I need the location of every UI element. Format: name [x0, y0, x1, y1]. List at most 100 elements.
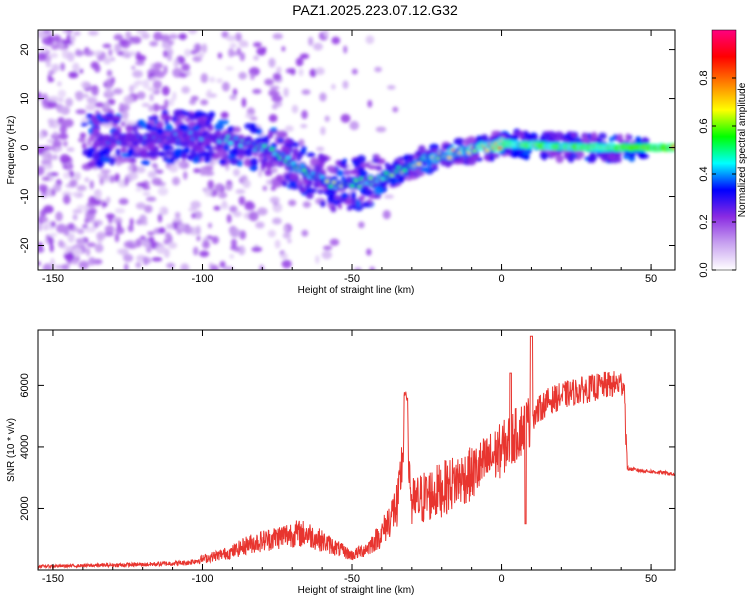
- spectrogram-noise-cell: [183, 171, 188, 180]
- snr-ytick-label: 6000: [19, 373, 31, 397]
- spectrogram-ridge-halo: [563, 133, 572, 140]
- spectrogram-ridge-halo: [92, 151, 101, 161]
- spectrogram-noise-cell: [207, 222, 213, 229]
- spectrogram-noise-cell: [291, 104, 299, 114]
- spectrogram-noise-cell: [45, 61, 52, 68]
- spectrogram-marks: [38, 30, 675, 270]
- spectrogram-ytick-label: 20: [19, 43, 31, 55]
- spectrogram-noise-cell: [101, 202, 108, 207]
- spectrogram-ridge-halo: [217, 149, 227, 158]
- snr-xtick-label: 0: [498, 573, 504, 585]
- spectrogram-ridge-halo: [330, 205, 337, 213]
- spectrogram-noise-cell: [322, 245, 333, 251]
- spectrogram-noise-cell: [164, 35, 171, 42]
- spectrogram-noise-cell: [153, 62, 163, 70]
- colorbar-tick-label: 0.6: [698, 118, 710, 133]
- spectrogram-noise-cell: [197, 52, 205, 58]
- spectrogram-ridge-halo: [170, 155, 175, 165]
- colorbar-tick-label: 0.8: [698, 70, 710, 85]
- spectrogram-noise-cell: [195, 43, 200, 53]
- spectrogram-noise-cell: [230, 238, 237, 248]
- spectrogram-noise-cell: [116, 221, 122, 230]
- spectrogram-ridge-halo: [218, 159, 227, 165]
- spectrogram-noise-cell: [58, 239, 64, 248]
- spectrogram-ridge-halo: [305, 188, 313, 193]
- spectrogram-ridge-halo: [201, 152, 211, 157]
- spectrogram-noise-cell: [358, 221, 365, 229]
- spectrogram-noise-cell: [75, 256, 80, 262]
- spectrogram-noise-cell: [62, 194, 71, 205]
- spectrogram-noise-cell: [85, 103, 96, 111]
- spectrogram-ridge-halo: [120, 148, 126, 153]
- spectrogram-noise-cell: [127, 164, 133, 172]
- spectrogram-noise-cell: [77, 228, 85, 235]
- spectrogram-ridge-halo: [113, 115, 122, 121]
- spectrogram-ridge-halo: [276, 130, 287, 139]
- spectrogram-noise-cell: [168, 33, 178, 40]
- spectrogram-noise-cell: [288, 199, 297, 207]
- spectrogram-ridge-halo: [356, 155, 366, 164]
- spectrogram-ridge-halo: [513, 134, 519, 142]
- spectrogram-noise-cell: [135, 238, 142, 248]
- spectrogram-noise-cell: [209, 76, 216, 83]
- spectrogram-noise-cell: [283, 87, 289, 98]
- spectrogram-noise-cell: [367, 99, 373, 108]
- spectrogram-ridge-core: [227, 141, 234, 145]
- spectrogram-noise-cell: [58, 132, 69, 140]
- spectrogram-noise-cell: [281, 259, 292, 269]
- spectrogram-ridge-halo: [337, 203, 343, 210]
- spectrogram-ridge-core: [285, 156, 291, 160]
- spectrogram-noise-cell: [300, 123, 308, 129]
- spectrogram-ridge-halo: [248, 166, 257, 171]
- spectrogram-noise-cell: [142, 79, 150, 89]
- spectrogram-noise-cell: [94, 64, 101, 73]
- spectrogram-noise-cell: [137, 54, 147, 62]
- spectrogram-noise-cell: [220, 202, 229, 210]
- spectrogram-noise-cell: [91, 89, 99, 96]
- spectrogram-ridge-halo: [125, 124, 133, 133]
- spectrogram-noise-cell: [87, 208, 97, 215]
- spectrogram-noise-cell: [173, 59, 179, 68]
- spectrogram-noise-cell: [387, 85, 396, 90]
- spectrogram-noise-cell: [119, 39, 128, 47]
- chart-title: PAZ1.2025.223.07.12.G32: [292, 2, 458, 18]
- spectrogram-noise-cell: [343, 45, 348, 54]
- spectrogram-noise-cell: [84, 50, 95, 57]
- spectrogram-noise-cell: [85, 247, 91, 257]
- spectrogram-ridge-halo: [306, 152, 316, 158]
- spectrogram-ridge-core: [95, 141, 101, 145]
- spectrogram-noise-cell: [151, 177, 163, 186]
- spectrogram-noise-cell: [65, 97, 74, 107]
- spectrogram-ridge-halo: [166, 157, 172, 165]
- spectrogram-ridge-halo: [618, 139, 626, 145]
- spectrogram-ridge-halo: [622, 153, 630, 160]
- spectrogram-ridge-core: [367, 176, 374, 180]
- spectrogram-noise-cell: [221, 81, 230, 92]
- spectrogram-ylabel: Frequency (Hz): [6, 116, 17, 185]
- spectrogram-noise-cell: [195, 225, 201, 236]
- spectrogram-noise-cell: [106, 77, 113, 88]
- spectrogram-noise-cell: [190, 200, 201, 210]
- spectrogram-noise-cell: [70, 34, 76, 43]
- spectrogram-noise-cell: [153, 31, 163, 41]
- spectrogram-ridge-halo: [582, 135, 589, 144]
- spectrogram-noise-cell: [229, 228, 241, 237]
- spectrogram-noise-cell: [54, 147, 63, 152]
- spectrogram-noise-cell: [38, 30, 45, 39]
- spectrogram-noise-cell: [52, 183, 62, 193]
- spectrogram-noise-cell: [116, 51, 124, 56]
- spectrogram-ridge-halo: [625, 133, 631, 142]
- spectrogram-ridge-halo: [91, 114, 97, 124]
- spectrogram-noise-cell: [313, 42, 323, 51]
- spectrogram-ridge-halo: [204, 154, 209, 161]
- spectrogram-noise-cell: [238, 196, 246, 206]
- spectrogram-noise-cell: [50, 221, 56, 228]
- spectrogram-ridge-halo: [194, 110, 204, 119]
- spectrogram-noise-cell: [213, 205, 221, 211]
- spectrogram-noise-cell: [88, 256, 96, 266]
- spectrogram-noise-cell: [38, 246, 45, 253]
- spectrogram-noise-cell: [253, 55, 260, 61]
- spectrogram-noise-cell: [146, 196, 157, 202]
